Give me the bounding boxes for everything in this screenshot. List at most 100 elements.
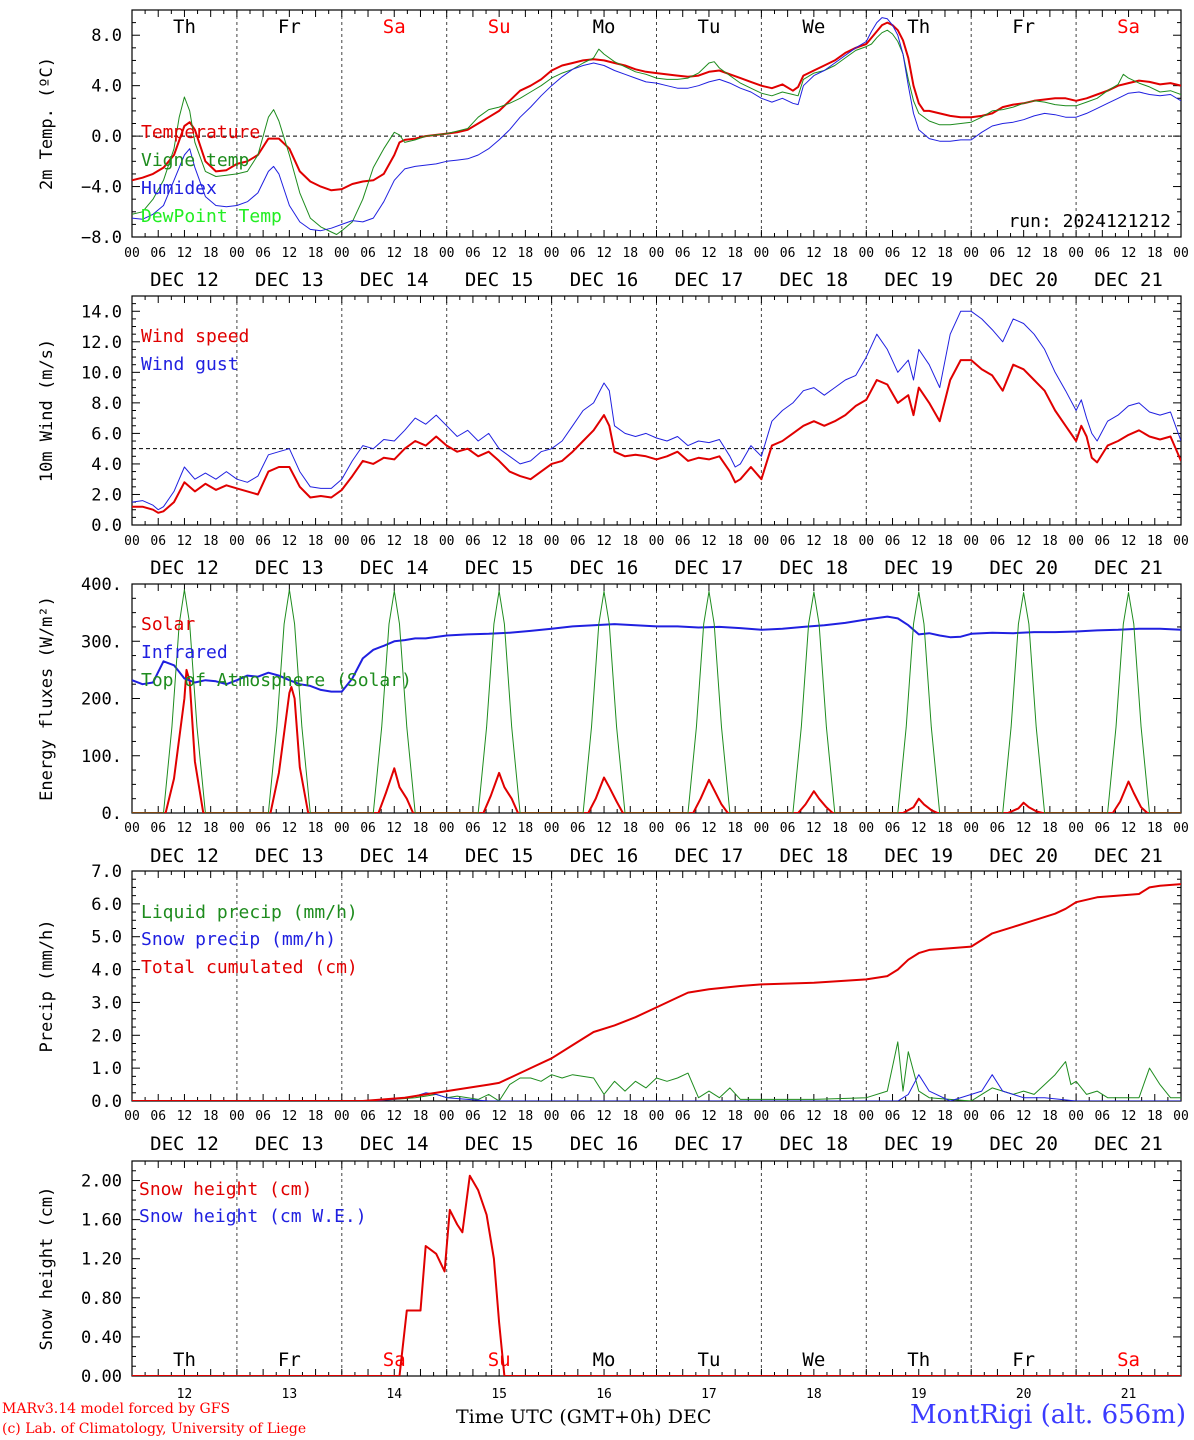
hour-label: 12 (491, 1109, 507, 1124)
hour-label: 00 (439, 821, 455, 836)
legend-entry: Humidex (141, 178, 217, 199)
hour-label: 00 (544, 1109, 560, 1124)
hour-label: 12 (806, 534, 822, 549)
hour-label: 00 (334, 1109, 350, 1124)
run-label: run: 2024121212 (1008, 211, 1171, 232)
hour-label: 18 (1042, 246, 1058, 261)
day-letter: Sa (1117, 1349, 1140, 1371)
hour-label: 12 (282, 246, 298, 261)
hour-label: 18 (622, 1109, 638, 1124)
hour-label: 18 (518, 821, 534, 836)
legend-entry: Wind speed (141, 326, 249, 347)
hour-label: 12 (1016, 246, 1032, 261)
legend-entry: DewPoint Temp (141, 206, 282, 227)
model-credit: MARv3.14 model forced by GFS (2, 1401, 231, 1417)
y-axis-label: 2m Temp. (ºC) (37, 57, 57, 190)
hour-label: 06 (990, 821, 1006, 836)
hour-label: 18 (203, 1109, 219, 1124)
hour-label: 18 (727, 1109, 743, 1124)
y-tick-label: 14.0 (81, 302, 122, 322)
y-tick-label: 2.0 (91, 485, 122, 505)
date-label: DEC 20 (989, 557, 1058, 579)
day-number-label: 16 (596, 1387, 612, 1402)
date-label: DEC 12 (150, 557, 219, 579)
hour-label: 00 (754, 821, 770, 836)
hour-label: 12 (1121, 1109, 1137, 1124)
day-letter: Su (488, 1349, 511, 1371)
date-label: DEC 15 (465, 557, 534, 579)
legend-entry: Infrared (141, 642, 228, 663)
hour-label: 06 (150, 821, 166, 836)
hour-label: 12 (491, 534, 507, 549)
hour-label: 18 (413, 821, 429, 836)
station-name: MontRigi (alt. 656m) (910, 1400, 1186, 1430)
day-letter: Tu (698, 16, 721, 38)
day-letter: Mo (593, 1349, 616, 1371)
y-axis-label: Snow height (cm) (37, 1187, 57, 1351)
date-label: DEC 16 (570, 1133, 639, 1155)
hour-label: 06 (360, 1109, 376, 1124)
hour-label: 06 (1094, 821, 1110, 836)
hour-label: 00 (754, 1109, 770, 1124)
day-letter: Sa (383, 16, 406, 38)
lab-credit: (c) Lab. of Climatology, University of L… (2, 1421, 307, 1437)
date-label: DEC 15 (465, 845, 534, 867)
y-tick-label: 1.20 (81, 1250, 122, 1270)
series-line (132, 1174, 1181, 1376)
hour-label: 00 (439, 246, 455, 261)
hour-label: 00 (124, 821, 140, 836)
y-tick-label: 10.0 (81, 363, 122, 383)
time-axis-title: Time UTC (GMT+0h) DEC (456, 1406, 712, 1428)
date-label: DEC 16 (570, 269, 639, 291)
hour-label: 00 (963, 534, 979, 549)
hour-label: 06 (570, 246, 586, 261)
hour-label: 00 (1173, 246, 1189, 261)
hour-label: 18 (1147, 1109, 1163, 1124)
hour-label: 18 (727, 534, 743, 549)
panel-2: 0.0 2.0 4.0 6.0 8.0 10.0 12.0 14.0 10m Wind (m/s… (37, 295, 1189, 579)
hour-label: 00 (1068, 246, 1084, 261)
y-axis-label: Precip (mm/h) (37, 919, 57, 1052)
hour-label: 00 (334, 821, 350, 836)
hour-label: 00 (858, 1109, 874, 1124)
hour-label: 06 (255, 821, 271, 836)
date-label: DEC 15 (465, 269, 534, 291)
y-tick-label: 7.0 (91, 862, 122, 882)
hour-label: 12 (911, 821, 927, 836)
hour-label: 12 (701, 534, 717, 549)
hour-label: 06 (780, 821, 796, 836)
hour-label: 12 (911, 1109, 927, 1124)
hour-label: 18 (308, 246, 324, 261)
hour-label: 18 (937, 246, 953, 261)
hour-label: 12 (491, 246, 507, 261)
hour-label: 06 (150, 246, 166, 261)
day-letter: Fr (1012, 16, 1035, 38)
day-letter: Sa (1117, 16, 1140, 38)
hour-label: 00 (1173, 1109, 1189, 1124)
series-line (132, 589, 1181, 813)
legend-entry: Snow height (cm W.E.) (139, 1206, 367, 1227)
day-number-label: 14 (386, 1387, 402, 1402)
hour-label: 18 (1042, 1109, 1058, 1124)
hour-label: 00 (1173, 821, 1189, 836)
hour-label: 18 (1042, 534, 1058, 549)
day-letter: Fr (278, 16, 301, 38)
day-number-label: 13 (282, 1387, 298, 1402)
hour-label: 18 (1042, 821, 1058, 836)
hour-label: 12 (282, 534, 298, 549)
hour-label: 12 (596, 1109, 612, 1124)
hour-label: 00 (544, 246, 560, 261)
hour-label: 00 (649, 1109, 665, 1124)
hour-label: 00 (439, 1109, 455, 1124)
hour-label: 06 (255, 246, 271, 261)
hour-label: 06 (465, 534, 481, 549)
date-label: DEC 17 (675, 557, 744, 579)
date-label: DEC 12 (150, 1133, 219, 1155)
hour-label: 00 (649, 821, 665, 836)
hour-label: 06 (255, 1109, 271, 1124)
day-letter: Mo (593, 16, 616, 38)
y-tick-label: 400. (81, 575, 122, 595)
hour-label: 18 (832, 821, 848, 836)
hour-label: 06 (465, 246, 481, 261)
